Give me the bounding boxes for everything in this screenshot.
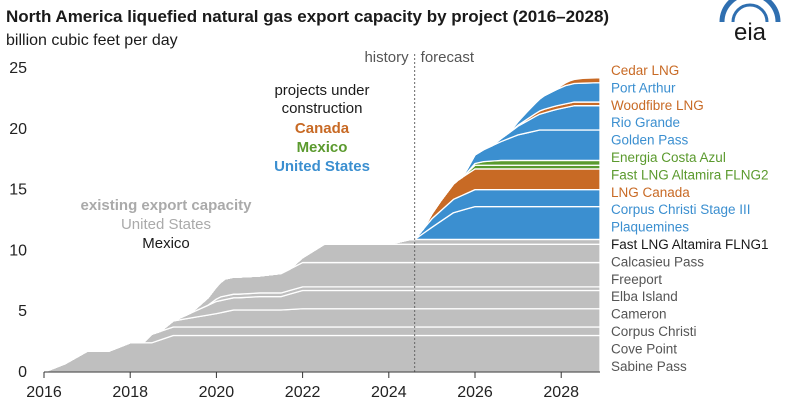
legend-golden-pass: Golden Pass (611, 133, 689, 148)
history-label: history (364, 49, 409, 66)
legend-fast-lng-altamira-flng1: Fast LNG Altamira FLNG1 (611, 237, 769, 252)
axes: 2016 2018 2020 2022 2024 2026 2028 0 5 10 15 20 25 (9, 60, 600, 401)
legend: Cedar LNG Port Arthur Woodfibre LNG Rio Gra… (611, 63, 769, 374)
legend-elba-island: Elba Island (611, 289, 678, 304)
x-tick-label-2024: 2024 (371, 384, 407, 401)
legend-cameron: Cameron (611, 307, 667, 322)
eia-logo: eia (719, 0, 781, 46)
x-tick-label-2022: 2022 (285, 384, 321, 401)
y-tick-label-25: 25 (9, 60, 27, 77)
legend-energia-costa-azul: Energia Costa Azul (611, 150, 726, 165)
legend-plaquemines: Plaquemines (611, 220, 689, 235)
x-axis-ticks: 2016 2018 2020 2022 2024 2026 2028 (26, 372, 579, 401)
existing-mexico-label: Mexico (142, 235, 190, 252)
legend-corpus-christi-stage-iii: Corpus Christi Stage III (611, 202, 751, 217)
legend-woodfibre-lng: Woodfibre LNG (611, 98, 704, 113)
x-tick-label-2026: 2026 (457, 384, 493, 401)
eia-logo-arc-inner (731, 3, 769, 23)
forecast-label: forecast (421, 49, 475, 66)
x-tick-label-2028: 2028 (543, 384, 579, 401)
legend-freeport: Freeport (611, 272, 662, 287)
legend-cedar-lng: Cedar LNG (611, 63, 679, 78)
legend-cove-point: Cove Point (611, 341, 677, 356)
chart-annotations: projects under construction Canada Mexic… (81, 82, 370, 252)
existing-title-label: existing export capacity (81, 197, 253, 214)
legend-sabine-pass: Sabine Pass (611, 359, 687, 374)
x-tick-label-2018: 2018 (112, 384, 148, 401)
construction-title-line1: projects under (274, 82, 369, 99)
existing-us-label: United States (121, 216, 211, 233)
legend-fast-lng-altamira-flng2: Fast LNG Altamira FLNG2 (611, 167, 769, 182)
area-sabine-pass (43, 334, 601, 373)
forecast-marker: history forecast (364, 49, 475, 372)
construction-canada-label: Canada (295, 120, 350, 137)
construction-us-label: United States (274, 158, 370, 175)
legend-corpus-christi: Corpus Christi (611, 324, 697, 339)
y-tick-label-0: 0 (18, 364, 27, 381)
eia-logo-arc (719, 0, 781, 23)
legend-port-arthur: Port Arthur (611, 80, 676, 95)
y-tick-label-10: 10 (9, 242, 27, 259)
x-tick-label-2020: 2020 (199, 384, 235, 401)
chart-title: North America liquefied natural gas expo… (6, 7, 609, 26)
legend-rio-grande: Rio Grande (611, 115, 680, 130)
y-tick-label-5: 5 (18, 303, 27, 320)
y-tick-label-15: 15 (9, 182, 27, 199)
stacked-areas (43, 77, 601, 373)
construction-mexico-label: Mexico (297, 139, 348, 156)
eia-logo-text: eia (734, 19, 767, 46)
legend-lng-canada: LNG Canada (611, 185, 690, 200)
y-axis-ticks: 0 5 10 15 20 25 (9, 60, 27, 381)
legend-calcasieu-pass: Calcasieu Pass (611, 254, 704, 269)
area-cedar-lng (43, 77, 601, 373)
construction-title-line2: construction (282, 100, 363, 117)
y-tick-label-20: 20 (9, 121, 27, 138)
x-tick-label-2016: 2016 (26, 384, 62, 401)
chart-subtitle: billion cubic feet per day (6, 32, 178, 49)
